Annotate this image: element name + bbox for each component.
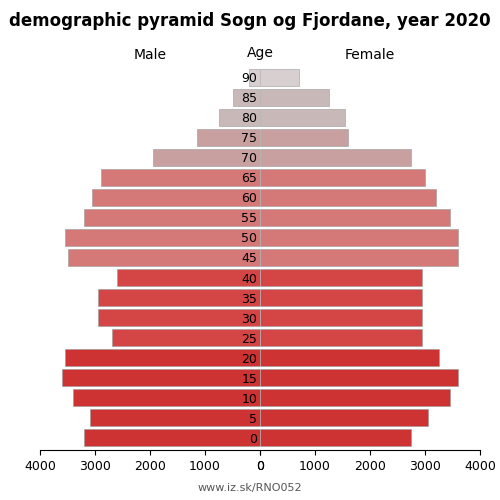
Text: Age: Age bbox=[246, 46, 274, 60]
Bar bbox=[249, 68, 260, 86]
Bar bbox=[260, 169, 425, 186]
Bar bbox=[98, 289, 260, 306]
Bar bbox=[260, 410, 428, 426]
Bar bbox=[260, 349, 439, 366]
Bar bbox=[260, 108, 345, 126]
Bar bbox=[65, 229, 260, 246]
Text: www.iz.sk/RNO052: www.iz.sk/RNO052 bbox=[198, 482, 302, 492]
Bar bbox=[62, 370, 260, 386]
Bar bbox=[153, 148, 260, 166]
Bar bbox=[232, 88, 260, 106]
Bar bbox=[98, 309, 260, 326]
Bar bbox=[260, 249, 458, 266]
Bar bbox=[68, 249, 260, 266]
Bar bbox=[260, 209, 450, 226]
Bar bbox=[219, 108, 260, 126]
Title: Male: Male bbox=[134, 48, 166, 62]
Bar bbox=[260, 269, 422, 286]
Title: Female: Female bbox=[345, 48, 395, 62]
Bar bbox=[197, 128, 260, 146]
Bar bbox=[73, 390, 260, 406]
Bar bbox=[260, 88, 329, 106]
Bar bbox=[100, 169, 260, 186]
Bar bbox=[112, 329, 260, 346]
Bar bbox=[260, 370, 458, 386]
Bar bbox=[260, 148, 411, 166]
Text: demographic pyramid Sogn og Fjordane, year 2020: demographic pyramid Sogn og Fjordane, ye… bbox=[9, 12, 491, 30]
Bar bbox=[117, 269, 260, 286]
Bar bbox=[90, 410, 260, 426]
Bar bbox=[65, 349, 260, 366]
Bar bbox=[92, 189, 260, 206]
Bar bbox=[260, 68, 298, 86]
Bar bbox=[260, 189, 436, 206]
Bar bbox=[260, 289, 422, 306]
Bar bbox=[260, 229, 458, 246]
Bar bbox=[260, 329, 422, 346]
Bar bbox=[84, 430, 260, 446]
Bar bbox=[260, 430, 411, 446]
Bar bbox=[260, 390, 450, 406]
Bar bbox=[260, 309, 422, 326]
Bar bbox=[260, 128, 348, 146]
Bar bbox=[84, 209, 260, 226]
